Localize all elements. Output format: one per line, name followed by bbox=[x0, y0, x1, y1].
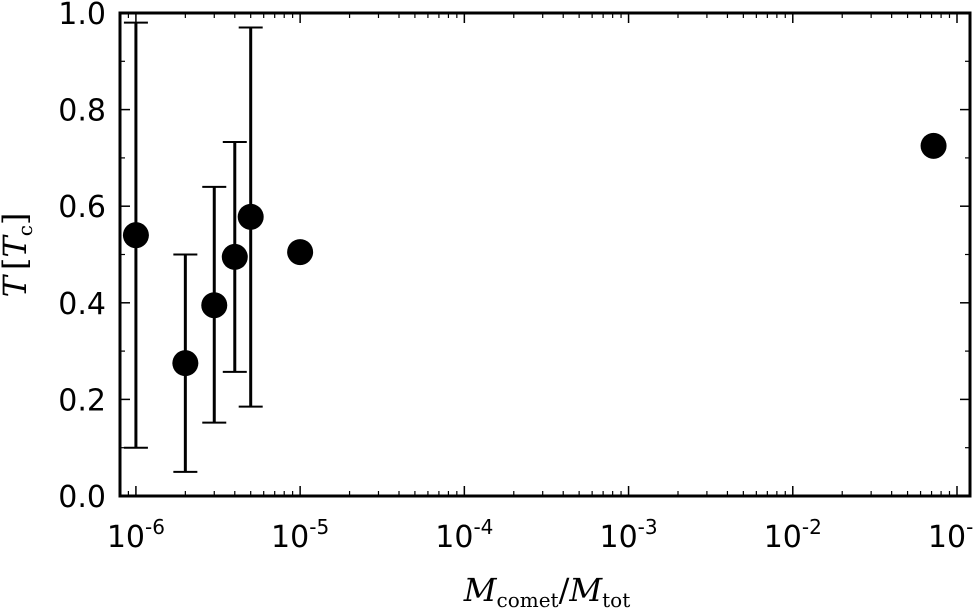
y-tick-label: 0.8 bbox=[58, 94, 106, 129]
y-tick-label: 0.0 bbox=[58, 480, 106, 515]
data-point bbox=[287, 239, 314, 266]
y-tick-label: 0.2 bbox=[58, 383, 106, 418]
y-tick-label: 0.6 bbox=[58, 190, 106, 225]
x-axis-label-slash: / bbox=[559, 571, 570, 609]
data-point bbox=[920, 132, 947, 159]
y-axis-label-sub2: c bbox=[13, 225, 37, 236]
y-axis-label-main1: T bbox=[0, 273, 34, 297]
data-point bbox=[221, 243, 248, 270]
x-axis-label-main1: M bbox=[463, 571, 498, 609]
data-point bbox=[237, 203, 264, 230]
y-axis-label-open: [ bbox=[0, 258, 34, 270]
data-point bbox=[201, 292, 228, 319]
x-axis-label: Mcomet/Mtot bbox=[463, 571, 631, 609]
y-axis-label-close: ] bbox=[0, 213, 34, 225]
x-axis-label-sub2: tot bbox=[602, 588, 630, 609]
y-axis-label-main2: T bbox=[0, 234, 34, 258]
x-axis-label-sub1: comet bbox=[497, 588, 559, 609]
x-tick-label: 10-4 bbox=[435, 515, 493, 555]
data-point bbox=[122, 222, 149, 249]
y-tick-label: 1.0 bbox=[58, 0, 106, 32]
x-axis-label-main2: M bbox=[568, 571, 603, 609]
data-point bbox=[172, 350, 199, 377]
y-axis-label: T[Tc] bbox=[0, 213, 37, 298]
x-tick-label: 10-5 bbox=[271, 515, 329, 555]
x-tick-label: 10-6 bbox=[107, 515, 165, 555]
plot-area: 0.0 0.2 0.4 0.6 0.8 1.0 10-6 10-5 10-4 10-3 10-2 10… bbox=[58, 0, 974, 555]
x-tick-label: 10-3 bbox=[599, 515, 657, 555]
x-tick-label: 10-2 bbox=[764, 515, 822, 555]
y-tick-label: 0.4 bbox=[58, 287, 106, 322]
x-tick-label: 10-1 bbox=[928, 515, 974, 555]
